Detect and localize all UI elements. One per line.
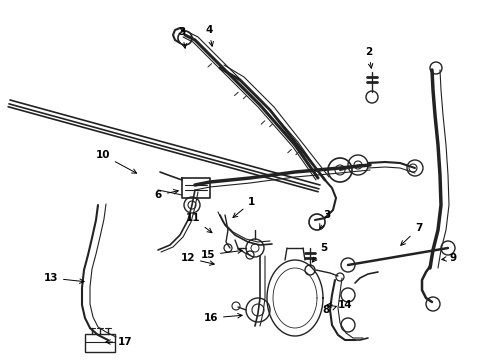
Text: 4: 4 bbox=[204, 25, 213, 46]
Text: 3: 3 bbox=[319, 210, 329, 229]
Text: 9: 9 bbox=[441, 253, 456, 263]
Text: 3: 3 bbox=[178, 27, 186, 48]
Text: 11: 11 bbox=[185, 213, 211, 233]
Text: 10: 10 bbox=[95, 150, 136, 173]
Text: 6: 6 bbox=[154, 190, 178, 200]
Text: 17: 17 bbox=[105, 337, 132, 347]
Text: 16: 16 bbox=[203, 313, 242, 323]
Text: 12: 12 bbox=[180, 253, 214, 265]
Text: 15: 15 bbox=[200, 249, 242, 260]
Text: 2: 2 bbox=[364, 47, 372, 68]
Text: 13: 13 bbox=[43, 273, 84, 283]
Text: 5: 5 bbox=[312, 243, 326, 262]
Text: 1: 1 bbox=[232, 197, 255, 217]
Text: 8: 8 bbox=[322, 305, 336, 315]
Text: 7: 7 bbox=[400, 223, 422, 245]
Text: 14: 14 bbox=[326, 300, 352, 310]
FancyBboxPatch shape bbox=[85, 334, 115, 352]
